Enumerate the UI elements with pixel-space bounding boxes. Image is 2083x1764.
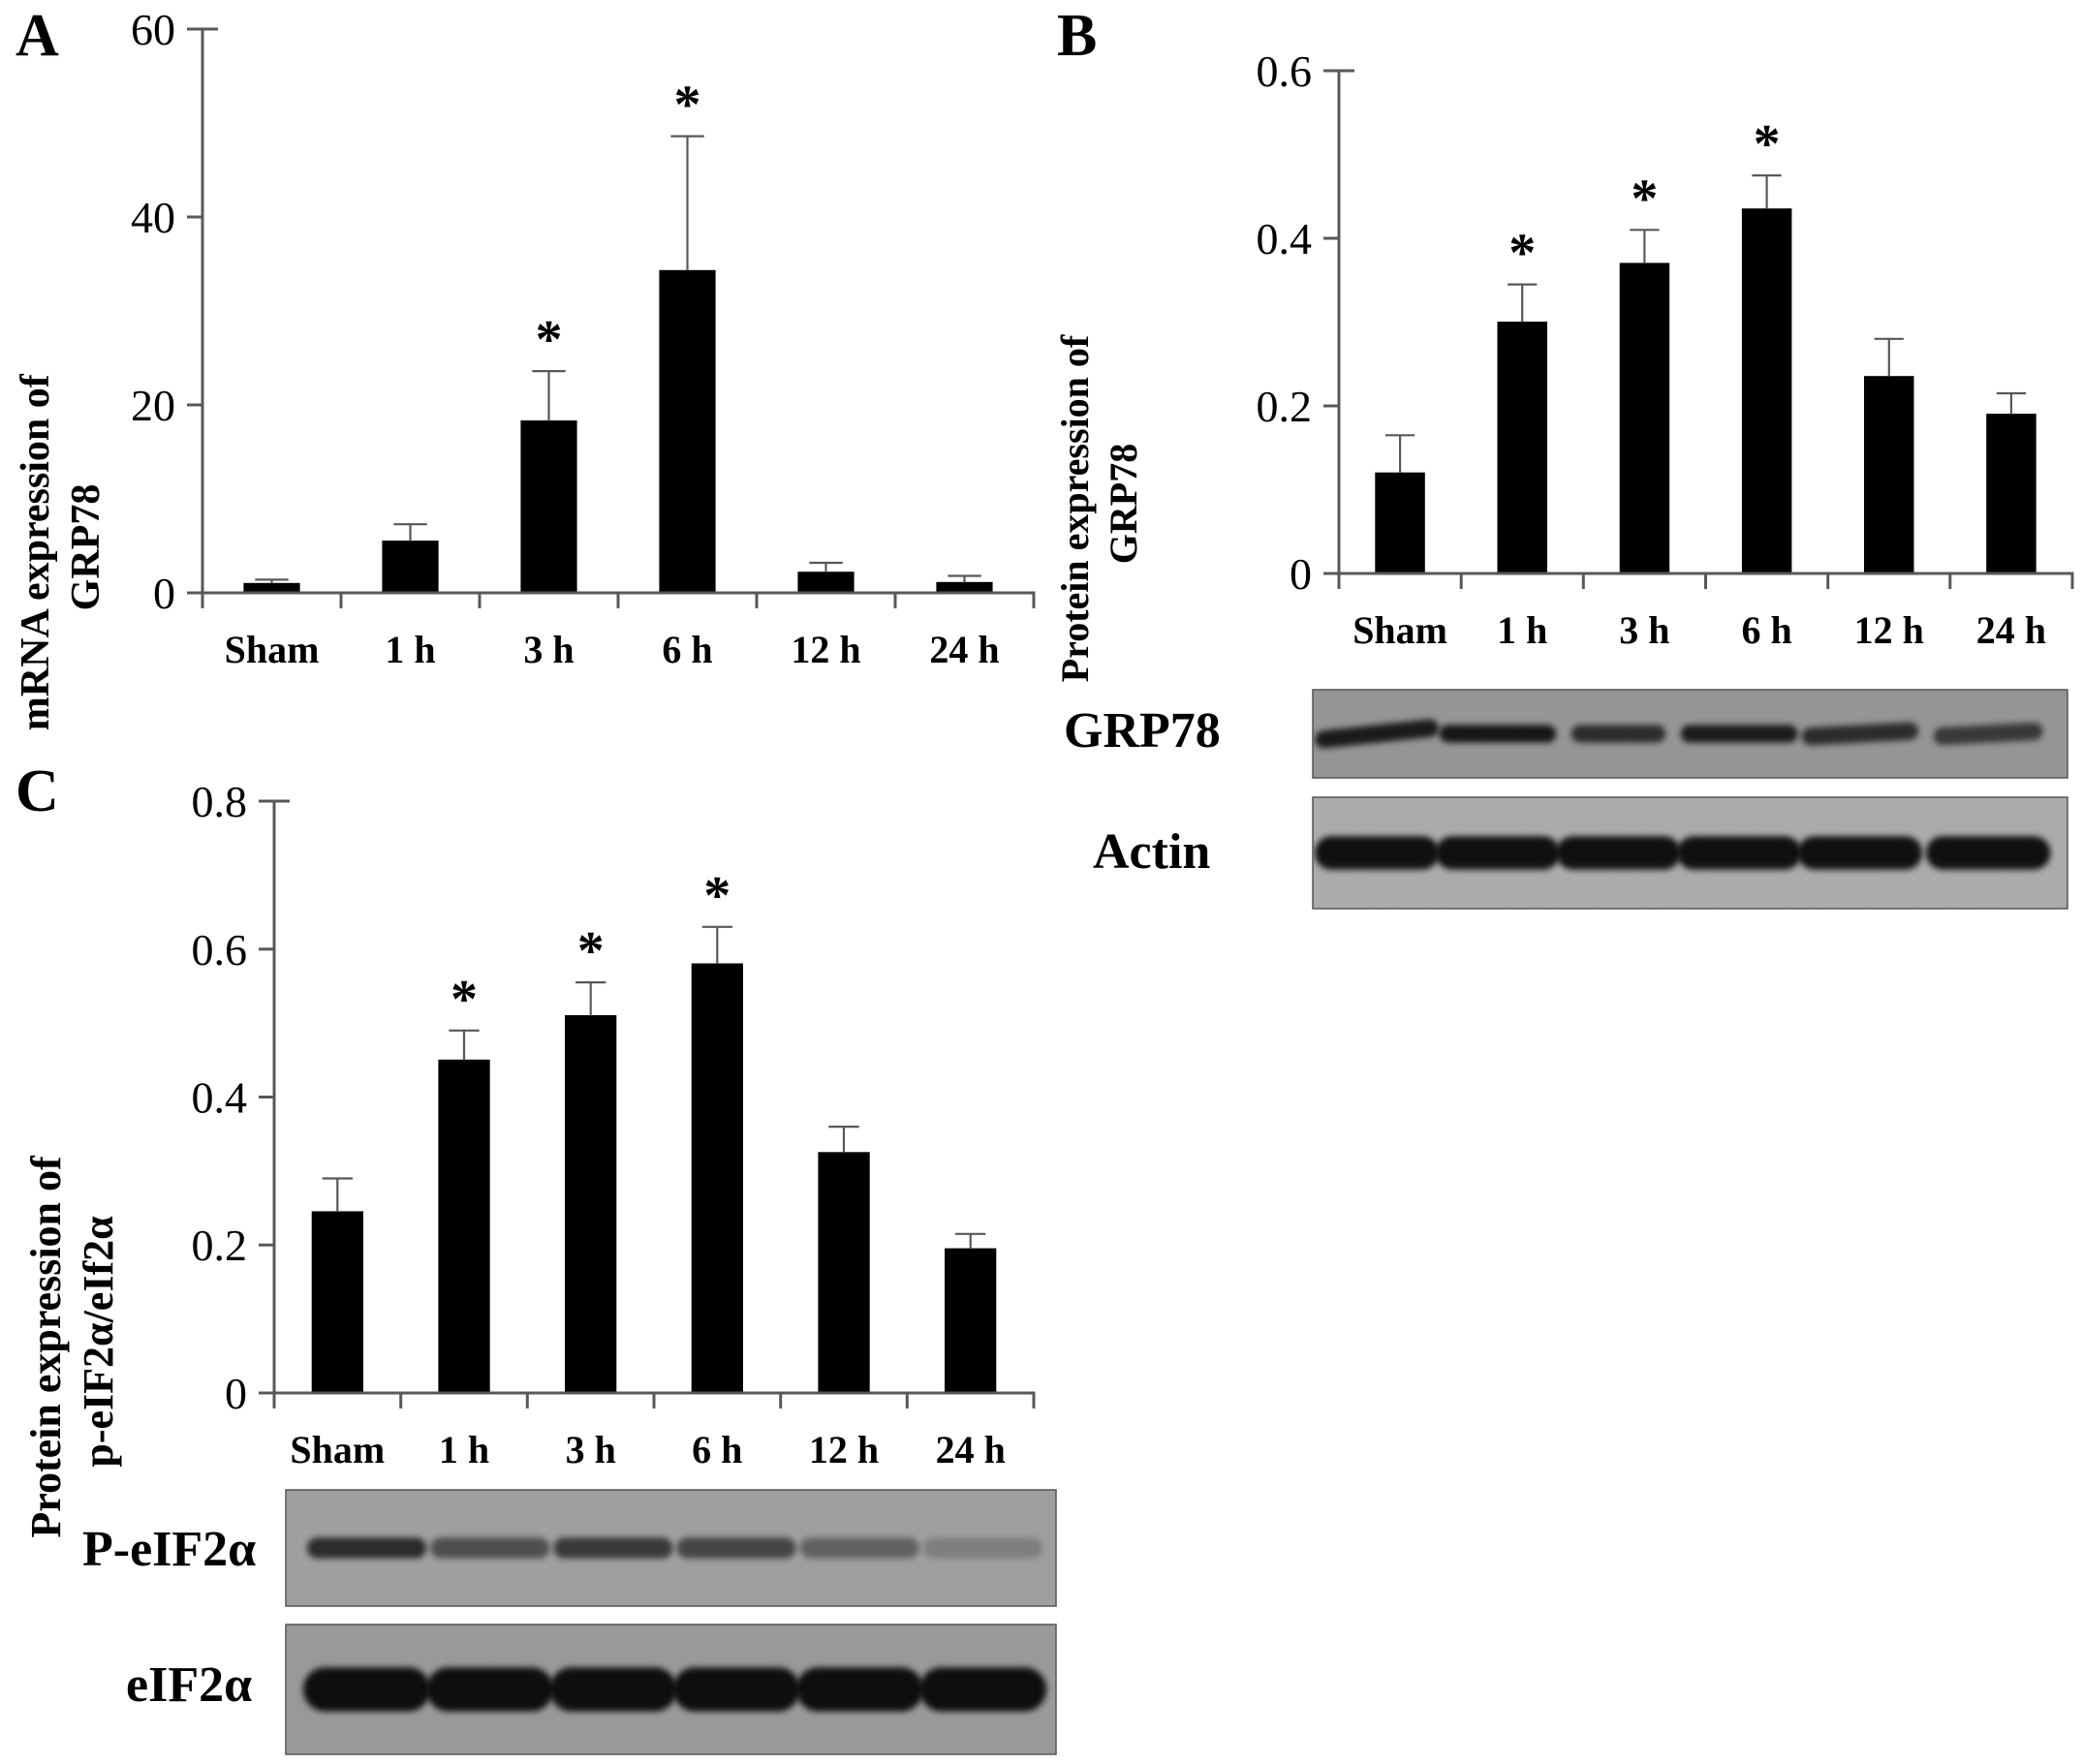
svg-text:12 h: 12 h (791, 628, 860, 671)
svg-text:*: * (536, 310, 563, 370)
svg-text:20: 20 (131, 381, 175, 430)
svg-text:mRNA expression of GRP78: mRNA expression of GRP78 (14, 364, 109, 730)
svg-text:Sham: Sham (225, 628, 320, 671)
svg-text:6 h: 6 h (662, 628, 712, 671)
svg-text:40: 40 (131, 193, 175, 242)
svg-text:*: * (674, 76, 701, 136)
svg-text:0: 0 (153, 569, 175, 618)
svg-text:3 h: 3 h (523, 628, 574, 671)
svg-text:24 h: 24 h (929, 628, 999, 671)
svg-text:1 h: 1 h (385, 628, 435, 671)
svg-text:60: 60 (131, 5, 175, 54)
